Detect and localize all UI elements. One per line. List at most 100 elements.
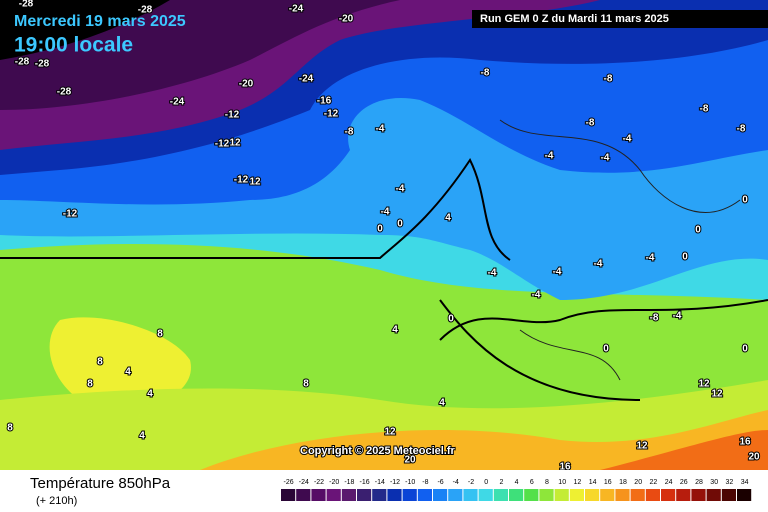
- legend-label: -18: [344, 479, 354, 486]
- legend-swatch: [387, 489, 402, 501]
- contour-label: -8: [345, 127, 354, 138]
- legend-label: 32: [726, 479, 734, 486]
- contour-label: -28: [35, 59, 50, 70]
- contour-label: -28: [138, 5, 153, 16]
- contour-label: 4: [445, 213, 451, 224]
- contour-label: -4: [396, 184, 405, 195]
- legend-label: -26: [284, 479, 294, 486]
- legend-swatch: [448, 489, 463, 501]
- copyright: Copyright © 2025 Meteociel.fr: [300, 445, 456, 457]
- legend-swatch: [661, 489, 676, 501]
- contour-label: -8: [481, 68, 490, 79]
- contour-label: -4: [532, 290, 541, 301]
- legend-label: -20: [329, 479, 339, 486]
- legend-swatch: [691, 489, 706, 501]
- contour-label: 0: [448, 314, 454, 325]
- contour-label: -4: [488, 268, 497, 279]
- legend-swatch: [372, 489, 387, 501]
- footer-title: Température 850hPa: [30, 475, 171, 492]
- contour-labels: -28-28 -24-20-28 -28-28-20 -24-24 -16-12 -12-…: [6, 0, 761, 474]
- legend-label: 24: [665, 479, 673, 486]
- legend-swatch: [585, 489, 600, 501]
- legend-label: -22: [314, 479, 324, 486]
- contour-label: -4: [553, 267, 562, 278]
- map: [0, 0, 768, 470]
- contour-label: 4: [147, 389, 153, 400]
- legend-label: -12: [390, 479, 400, 486]
- contour-label: -4: [376, 124, 385, 135]
- legend-swatch: [463, 489, 478, 501]
- contour-label: 8: [7, 423, 13, 434]
- contour-label: 8: [97, 357, 103, 368]
- contour-label: 12: [698, 379, 710, 390]
- run-box: [472, 10, 768, 28]
- legend-swatch: [509, 489, 524, 501]
- contour-label: 16: [739, 437, 751, 448]
- contour-label: 8: [303, 379, 309, 390]
- footer-lead: (+ 210h): [36, 495, 77, 507]
- contour-label: 20: [748, 452, 760, 463]
- contour-label: -8: [604, 74, 613, 85]
- legend-label: -14: [375, 479, 385, 486]
- legend-label: 6: [530, 479, 534, 486]
- legend-swatch: [569, 489, 584, 501]
- time: 19:00 locale: [14, 34, 133, 57]
- legend-swatch: [341, 489, 356, 501]
- contour-label: -16: [317, 96, 332, 107]
- legend-swatch: [281, 489, 296, 501]
- contour-label: 0: [695, 225, 701, 236]
- contour-label: -24: [289, 4, 304, 15]
- contour-label: -12: [215, 139, 230, 150]
- contour-label: 8: [157, 329, 163, 340]
- contour-label: 8: [87, 379, 93, 390]
- contour-label: 0: [603, 344, 609, 355]
- legend-swatch: [600, 489, 615, 501]
- contour-label: 4: [392, 325, 398, 336]
- contour-label: 12: [711, 389, 723, 400]
- contour-label: -12: [234, 175, 249, 186]
- legend-swatch: [357, 489, 372, 501]
- legend-swatch: [721, 489, 736, 501]
- legend-label: -6: [437, 479, 443, 486]
- contour-label: 12: [249, 177, 261, 188]
- legend-label: -10: [405, 479, 415, 486]
- legend-swatch: [296, 489, 311, 501]
- legend-swatch: [554, 489, 569, 501]
- date: Mercredi 19 mars 2025: [14, 13, 186, 30]
- contour-label: 0: [397, 219, 403, 230]
- contour-label: -28: [19, 0, 34, 10]
- contour-label: -24: [170, 97, 185, 108]
- legend-label: 34: [741, 479, 749, 486]
- contour-label: -8: [700, 104, 709, 115]
- legend-swatch: [645, 489, 660, 501]
- contour-label: -4: [594, 259, 603, 270]
- contour-label: 4: [139, 431, 145, 442]
- legend-label: 14: [589, 479, 597, 486]
- legend-swatch: [539, 489, 554, 501]
- legend-swatch: [737, 489, 752, 501]
- legend-label: -8: [422, 479, 428, 486]
- legend-swatch: [402, 489, 417, 501]
- contour-label: -12: [63, 209, 78, 220]
- legend: -26 -24 -22 -20 -18 -16 -14 -12 -10 -8 -6 -4 -2 0 2 4 6 8…: [281, 479, 752, 501]
- contour-label: 4: [125, 367, 131, 378]
- contour-label: -28: [57, 87, 72, 98]
- contour-label: 12: [229, 138, 241, 149]
- legend-swatch: [524, 489, 539, 501]
- legend-swatch: [311, 489, 326, 501]
- contour-label: -24: [299, 74, 314, 85]
- contour-label: 0: [742, 344, 748, 355]
- contour-label: 0: [742, 195, 748, 206]
- legend-label: 0: [484, 479, 488, 486]
- legend-label: 12: [574, 479, 582, 486]
- contour-label: 12: [384, 427, 396, 438]
- legend-swatch: [615, 489, 630, 501]
- legend-label: 18: [619, 479, 627, 486]
- contour-label: 0: [682, 252, 688, 263]
- legend-swatch: [417, 489, 432, 501]
- contour-label: -4: [673, 311, 682, 322]
- legend-swatch: [676, 489, 691, 501]
- legend-swatch: [326, 489, 341, 501]
- contour-label: -8: [586, 118, 595, 129]
- contour-label: -28: [15, 57, 30, 68]
